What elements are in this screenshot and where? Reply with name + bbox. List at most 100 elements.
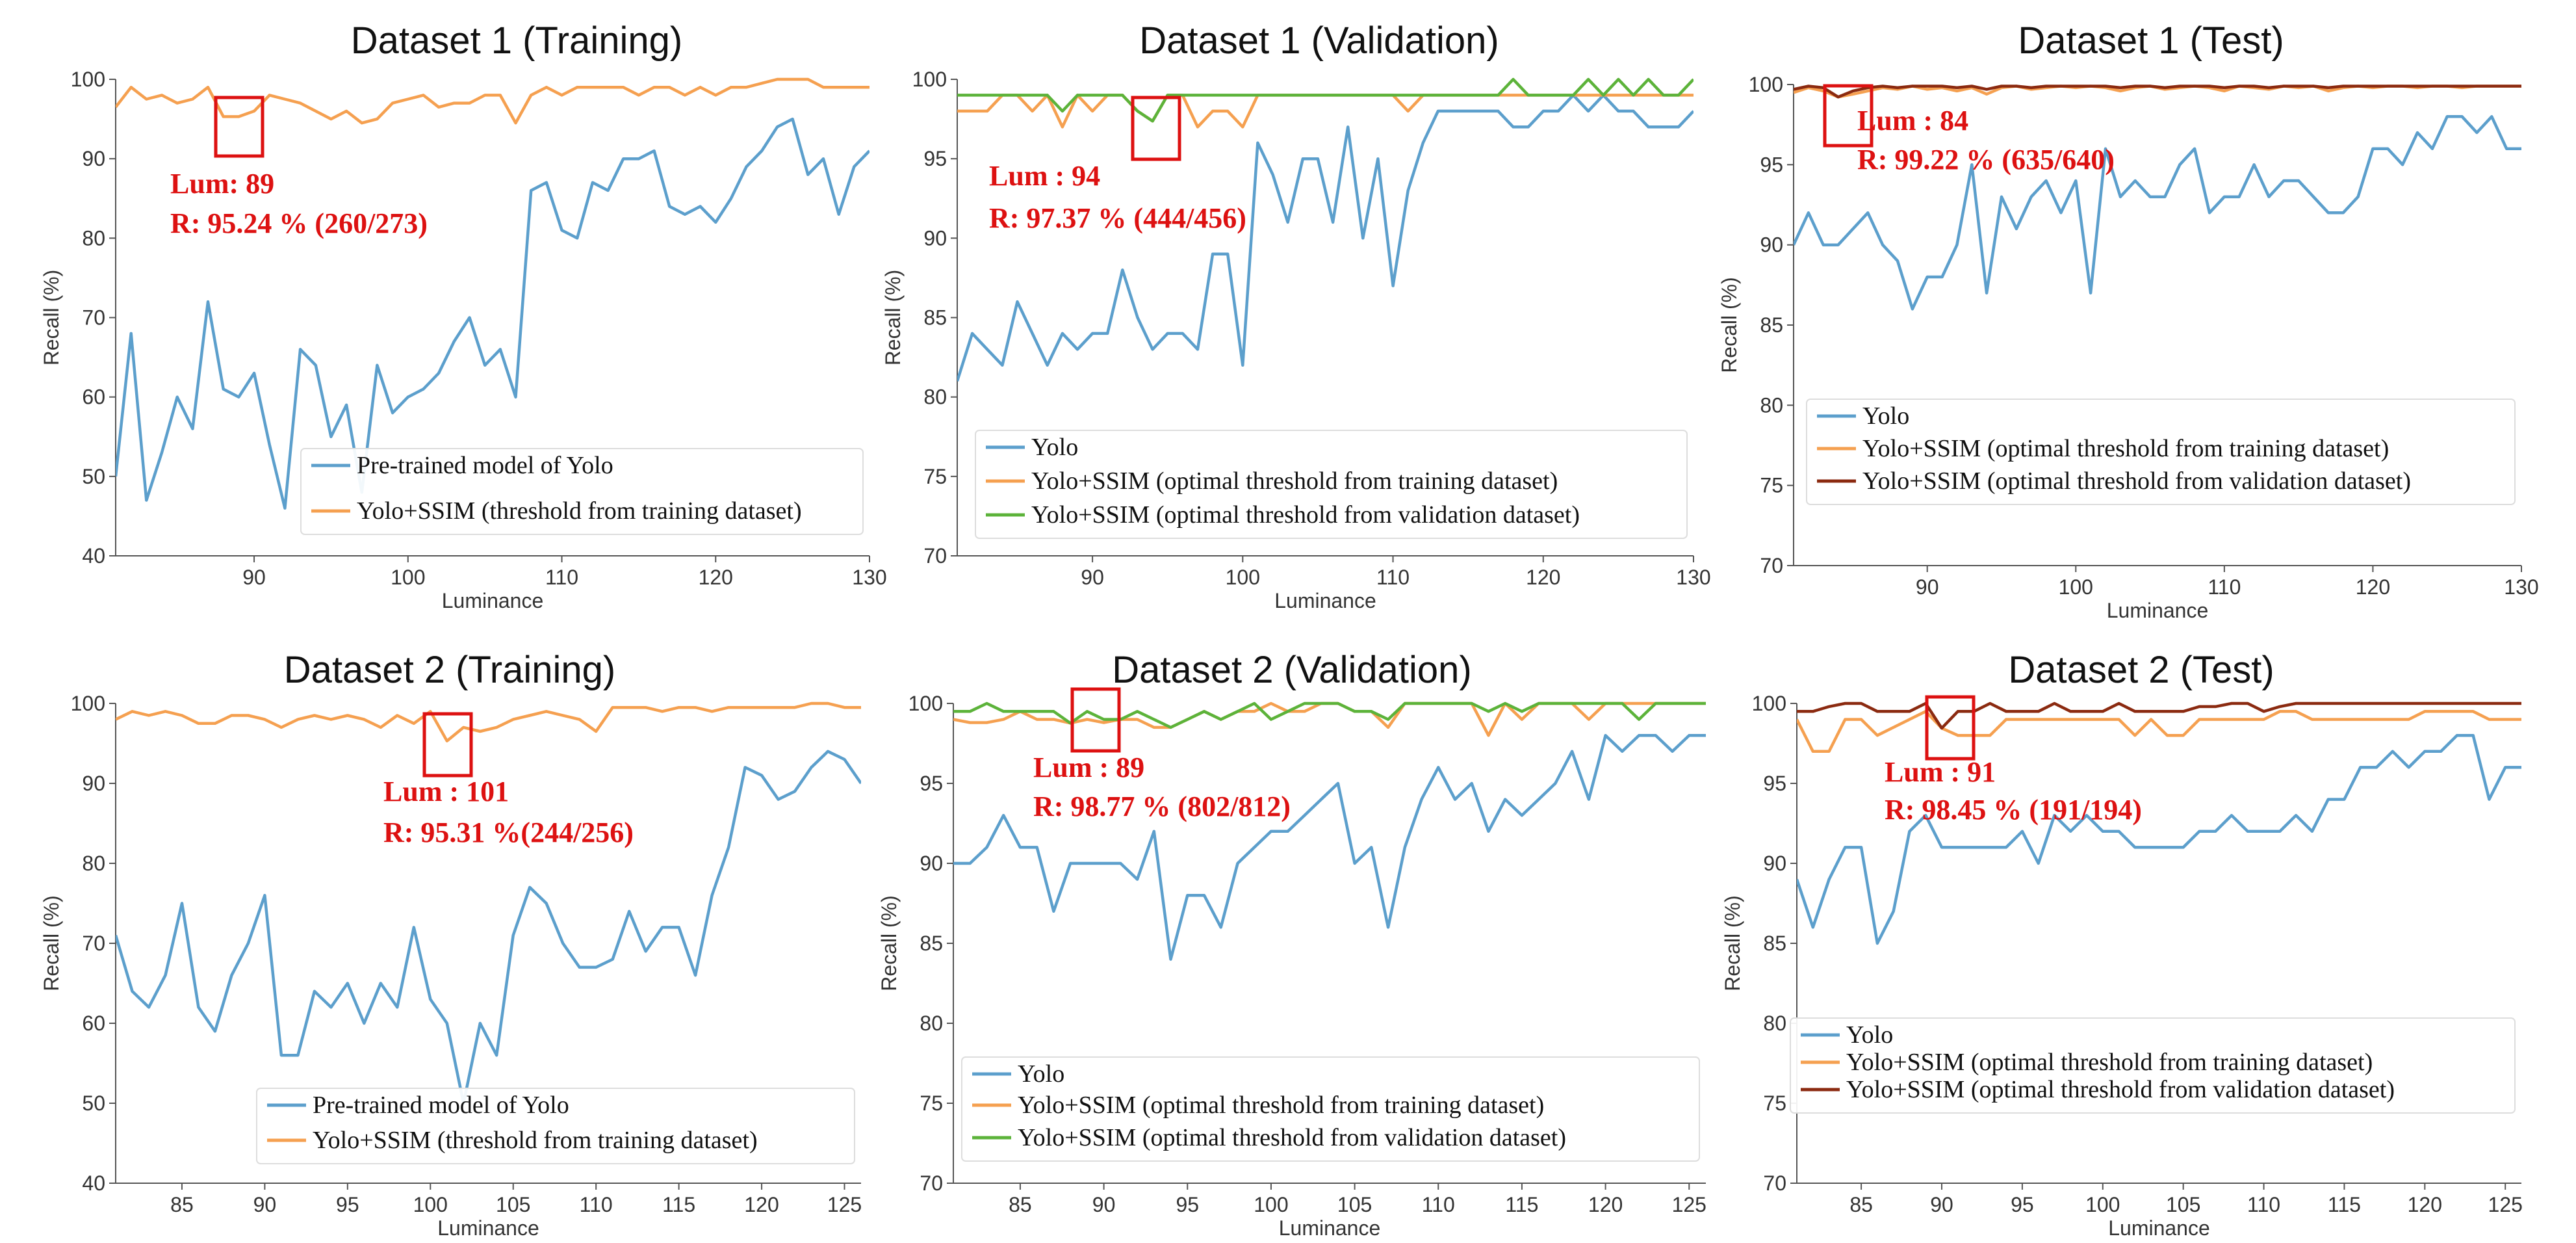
series-line-1 [116,750,861,1105]
series-line-1 [1794,115,2521,311]
x-tick-label: 130 [1676,566,1710,589]
legend-entry: Yolo+SSIM (optimal threshold from valida… [1018,1124,1566,1151]
chart-title: Dataset 1 (Training) [351,20,682,62]
x-tick-label: 100 [1226,566,1260,589]
x-axis-label: Luminance [1279,1216,1381,1240]
x-axis-label: Luminance [442,589,544,612]
x-tick-label: 90 [1081,566,1104,589]
y-tick-label: 90 [1763,852,1786,875]
y-tick-label: 80 [920,1012,943,1035]
x-tick-label: 120 [2408,1193,2442,1216]
legend-entry: Yolo+SSIM (threshold from training datas… [357,497,802,525]
highlight-box [1131,96,1181,161]
y-tick-label: 90 [923,226,947,250]
x-tick-label: 100 [391,566,425,589]
x-tick-label: 100 [2085,1193,2120,1216]
x-tick-label: 100 [2059,575,2093,599]
x-tick-label: 85 [1849,1193,1873,1216]
y-tick-label: 100 [71,692,105,715]
y-tick-label: 70 [923,544,947,568]
annotation-text: Lum: 89 [170,168,274,200]
y-tick-label: 80 [1763,1012,1786,1035]
y-tick-label: 70 [82,932,105,955]
y-tick-label: 100 [1752,692,1786,715]
x-tick-label: 120 [1526,566,1560,589]
y-tick-label: 75 [1763,1092,1786,1115]
y-tick-label: 95 [923,147,947,170]
y-tick-label: 80 [82,226,105,250]
annotation-text: R: 98.77 % (802/812) [1033,791,1291,822]
legend-entry: Yolo+SSIM (optimal threshold from valida… [1862,467,2411,495]
x-tick-label: 115 [2328,1193,2361,1216]
x-tick-label: 120 [1588,1193,1623,1216]
chart-panel-2: Dataset 1 (Validation) 70 75 80 85 90 95 100 90 1… [881,20,1711,612]
x-tick-label: 90 [253,1193,277,1216]
y-tick-label: 70 [920,1171,943,1195]
x-tick-label: 85 [170,1193,194,1216]
x-tick-label: 120 [2356,575,2390,599]
y-tick-label: 50 [82,465,105,488]
chart-panel-3: Dataset 1 (Test) 70 75 80 85 90 95 100 90 100 110 1… [1718,20,2539,622]
x-tick-label: 95 [1176,1193,1199,1216]
y-tick-label: 95 [1760,153,1783,176]
y-tick-label: 85 [920,932,943,955]
y-tick-label: 90 [82,772,105,795]
chart-panel-5: Dataset 2 (Validation) 70 75 80 85 90 95 100 85 9… [877,649,1707,1240]
y-tick-label: 60 [82,386,105,409]
y-tick-label: 75 [920,1092,943,1115]
legend-box [961,1056,1700,1162]
series-line-2 [116,77,869,125]
x-tick-label: 90 [1916,575,1939,599]
x-tick-label: 105 [496,1193,530,1216]
y-tick-label: 80 [1760,393,1783,417]
y-tick-label: 90 [920,852,943,875]
y-tick-label: 80 [923,386,947,409]
chart-title: Dataset 2 (Validation) [1112,649,1471,691]
legend-box [975,430,1688,539]
x-axis-label: Luminance [2108,1216,2210,1240]
annotation-text: R: 95.24 % (260/273) [170,207,428,239]
y-tick-label: 85 [923,306,947,330]
highlight-box [422,712,473,778]
annotation-text: R: 95.31 %(244/256) [383,817,634,848]
y-axis-label: Recall (%) [40,895,63,991]
y-tick-label: 75 [923,465,947,488]
x-tick-label: 90 [1092,1193,1116,1216]
y-tick-label: 100 [908,692,943,715]
y-tick-label: 80 [82,852,105,875]
x-tick-label: 125 [1672,1193,1707,1216]
x-tick-label: 120 [699,566,733,589]
y-tick-label: 95 [920,772,943,795]
chart-panel-4: Dataset 2 (Training) 40 50 60 70 80 90 100 85 90 9… [40,649,862,1240]
highlight-box [1925,695,1976,761]
x-tick-label: 130 [852,566,886,589]
chart-title: Dataset 2 (Training) [284,649,615,691]
series-line-1 [957,94,1694,382]
y-tick-label: 100 [1749,73,1783,96]
x-axis-label: Luminance [437,1216,539,1240]
chart-title: Dataset 2 (Test) [2008,649,2274,691]
y-axis-label: Recall (%) [1718,277,1741,373]
x-tick-label: 115 [1505,1193,1538,1216]
x-tick-label: 125 [2488,1193,2523,1216]
y-axis-label: Recall (%) [881,270,905,366]
x-tick-label: 90 [242,566,266,589]
y-tick-label: 40 [82,544,105,568]
legend-box [1806,399,2516,505]
y-tick-label: 70 [1763,1171,1786,1195]
x-tick-label: 110 [2247,1193,2280,1216]
chart-title: Dataset 1 (Test) [2018,20,2284,62]
legend-entry: Yolo+SSIM (threshold from training datas… [313,1127,758,1154]
legend-entry: Yolo+SSIM (optimal threshold from traini… [1846,1049,2373,1076]
y-tick-label: 90 [1760,233,1783,257]
legend-box [300,448,864,535]
x-tick-label: 105 [2166,1193,2200,1216]
x-tick-label: 105 [1337,1193,1372,1216]
y-tick-label: 75 [1760,474,1783,497]
x-tick-label: 110 [2208,575,2241,599]
x-tick-label: 85 [1009,1193,1032,1216]
y-tick-label: 70 [82,306,105,330]
legend-entry: Pre-trained model of Yolo [357,452,613,479]
annotation-text: Lum : 84 [1857,105,1968,137]
